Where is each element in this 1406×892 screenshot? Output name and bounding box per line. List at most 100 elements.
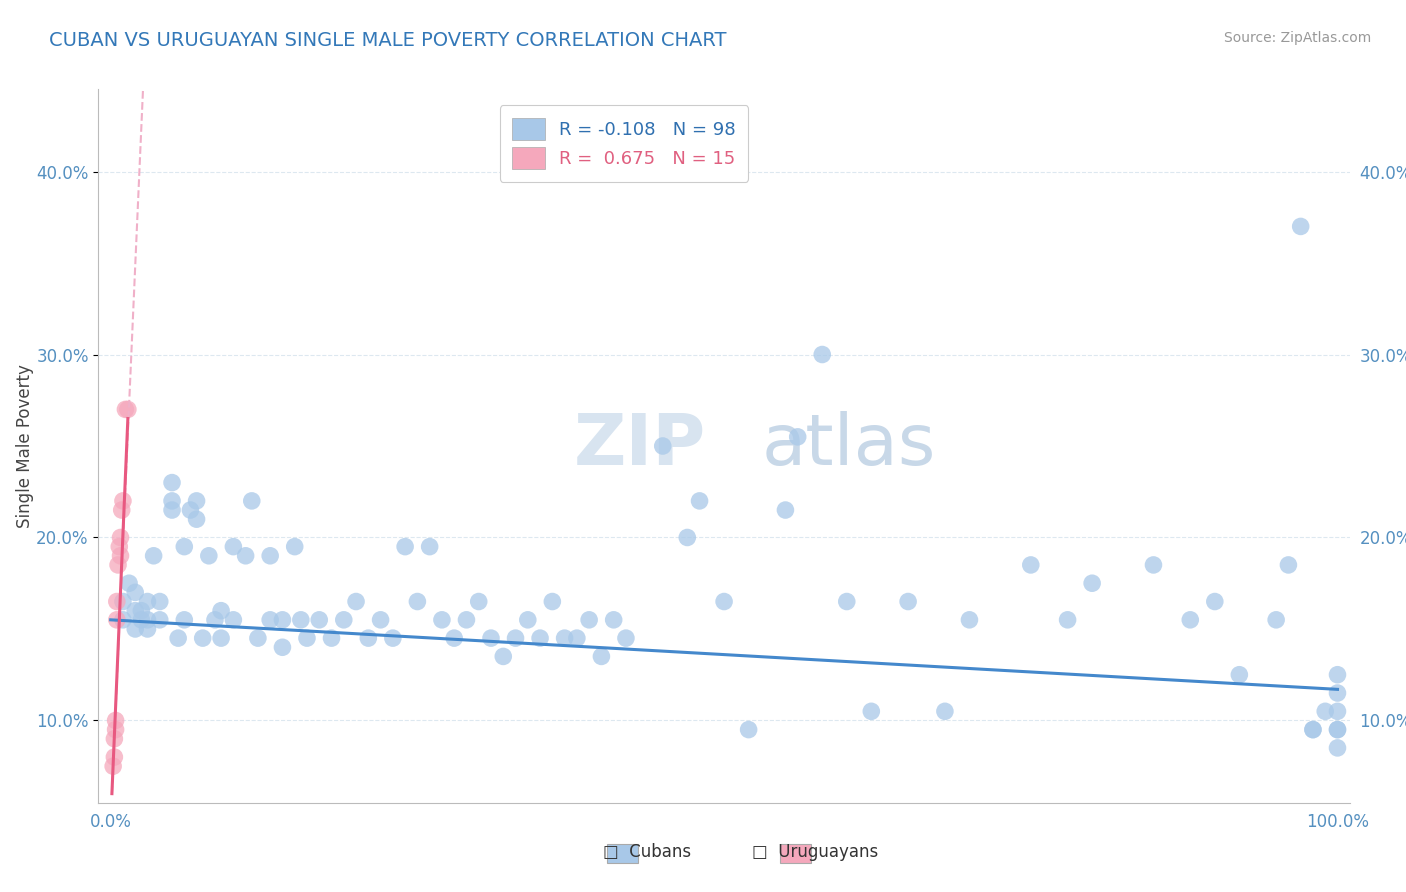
Point	[167, 631, 190, 645]
Point	[124, 604, 146, 618]
Point	[651, 439, 673, 453]
Point	[124, 622, 146, 636]
Point	[1315, 704, 1337, 718]
Point	[897, 594, 920, 608]
Point	[186, 494, 208, 508]
Point	[602, 613, 624, 627]
Point	[591, 649, 613, 664]
Point	[111, 503, 134, 517]
Point	[1227, 667, 1250, 681]
Point	[104, 723, 127, 737]
Point	[142, 549, 165, 563]
Point	[1277, 558, 1299, 572]
Point	[321, 631, 343, 645]
Point	[179, 503, 201, 517]
Point	[110, 531, 132, 545]
Text: Source: ZipAtlas.com: Source: ZipAtlas.com	[1223, 31, 1371, 45]
Point	[1326, 740, 1348, 755]
Point	[1326, 723, 1348, 737]
Point	[111, 594, 134, 608]
Point	[1265, 613, 1288, 627]
Point	[173, 613, 195, 627]
Point	[160, 475, 183, 490]
Point	[934, 704, 956, 718]
Point	[357, 631, 380, 645]
Point	[160, 494, 183, 508]
Point	[104, 714, 127, 728]
Text: CUBAN VS URUGUAYAN SINGLE MALE POVERTY CORRELATION CHART: CUBAN VS URUGUAYAN SINGLE MALE POVERTY C…	[49, 31, 727, 50]
Point	[290, 613, 312, 627]
Point	[271, 640, 294, 655]
Point	[554, 631, 576, 645]
Point	[246, 631, 269, 645]
Point	[124, 585, 146, 599]
Point	[467, 594, 489, 608]
Point	[430, 613, 453, 627]
Point	[131, 613, 153, 627]
Point	[103, 731, 125, 746]
Point	[117, 402, 139, 417]
Text: atlas: atlas	[762, 411, 936, 481]
Point	[775, 503, 797, 517]
Point	[1056, 613, 1078, 627]
Point	[1326, 667, 1348, 681]
Point	[443, 631, 465, 645]
Point	[419, 540, 441, 554]
Point	[676, 531, 699, 545]
Point	[235, 549, 257, 563]
Point	[111, 494, 134, 508]
Point	[835, 594, 858, 608]
Point	[344, 594, 367, 608]
Point	[101, 759, 124, 773]
Point	[308, 613, 330, 627]
Point	[689, 494, 711, 508]
Point	[160, 503, 183, 517]
Point	[131, 604, 153, 618]
Point	[191, 631, 214, 645]
Point	[209, 631, 232, 645]
Point	[541, 594, 564, 608]
Point	[713, 594, 735, 608]
Point	[1302, 723, 1324, 737]
Point	[614, 631, 637, 645]
Point	[103, 750, 125, 764]
Point	[1289, 219, 1312, 234]
Point	[136, 622, 159, 636]
Y-axis label: Single Male Poverty: Single Male Poverty	[15, 364, 34, 528]
Point	[110, 549, 132, 563]
Text: □  Uruguayans: □ Uruguayans	[752, 843, 879, 861]
Point	[198, 549, 221, 563]
Point	[114, 402, 136, 417]
Point	[271, 613, 294, 627]
Point	[370, 613, 392, 627]
Point	[149, 594, 172, 608]
Point	[529, 631, 551, 645]
Point	[565, 631, 588, 645]
Point	[1204, 594, 1226, 608]
Point	[1326, 686, 1348, 700]
Point	[1081, 576, 1104, 591]
Point	[108, 540, 131, 554]
Point	[737, 723, 759, 737]
Point	[105, 594, 128, 608]
Point	[505, 631, 527, 645]
Point	[222, 540, 245, 554]
Point	[381, 631, 404, 645]
Point	[1302, 723, 1324, 737]
Point	[786, 430, 808, 444]
Point	[1019, 558, 1042, 572]
Point	[456, 613, 478, 627]
Point	[173, 540, 195, 554]
Point	[259, 549, 281, 563]
Point	[479, 631, 502, 645]
Point	[811, 347, 834, 361]
Point	[136, 594, 159, 608]
Point	[333, 613, 356, 627]
Point	[578, 613, 600, 627]
Point	[492, 649, 515, 664]
Point	[240, 494, 263, 508]
Point	[136, 613, 159, 627]
Point	[222, 613, 245, 627]
Point	[1326, 723, 1348, 737]
Point	[105, 613, 128, 627]
